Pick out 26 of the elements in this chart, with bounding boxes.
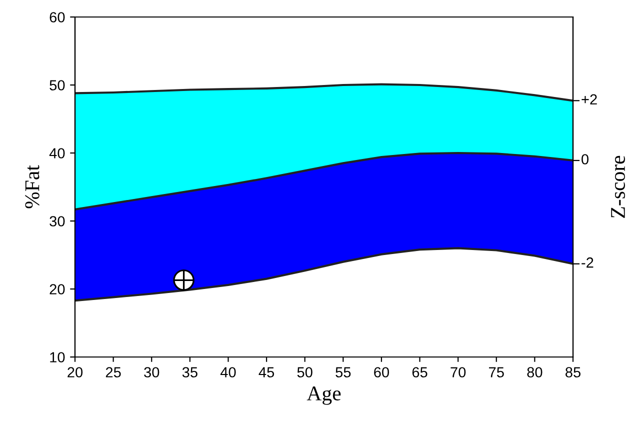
x-tick-label: 30 [144,367,160,378]
y-tick-label: 40 [49,148,65,158]
y-tick-label: 50 [50,80,65,90]
text: -2 [582,257,594,268]
x-tick-label: 25 [106,367,121,378]
x-axis-title: Age [306,386,341,405]
x-tick-label: 50 [297,367,312,378]
y-tick-label: 20 [50,284,65,294]
y-tick-label: 60 [50,12,65,22]
x-tick-label: 85 [566,367,580,378]
x-tick-label: 40 [220,367,236,378]
y2-axis-title: Z-score [611,156,626,218]
x-tick-label: 35 [182,367,198,378]
x-tick-label: 70 [450,367,466,378]
x-tick-label: 20 [68,367,83,378]
y-tick-label: 10 [50,352,65,362]
y-tick-label: 30 [50,216,65,226]
x-tick-label: 65 [412,367,428,378]
text: +2 [582,94,597,104]
y-axis-title: %Fat [25,165,40,208]
text: 0 [582,154,589,164]
x-tick-label: 80 [527,367,542,378]
x-tick-label: 60 [374,367,389,378]
x-tick-label: 55 [336,367,351,378]
x-tick-label: 75 [489,367,504,378]
x-tick-label: 45 [258,367,274,378]
